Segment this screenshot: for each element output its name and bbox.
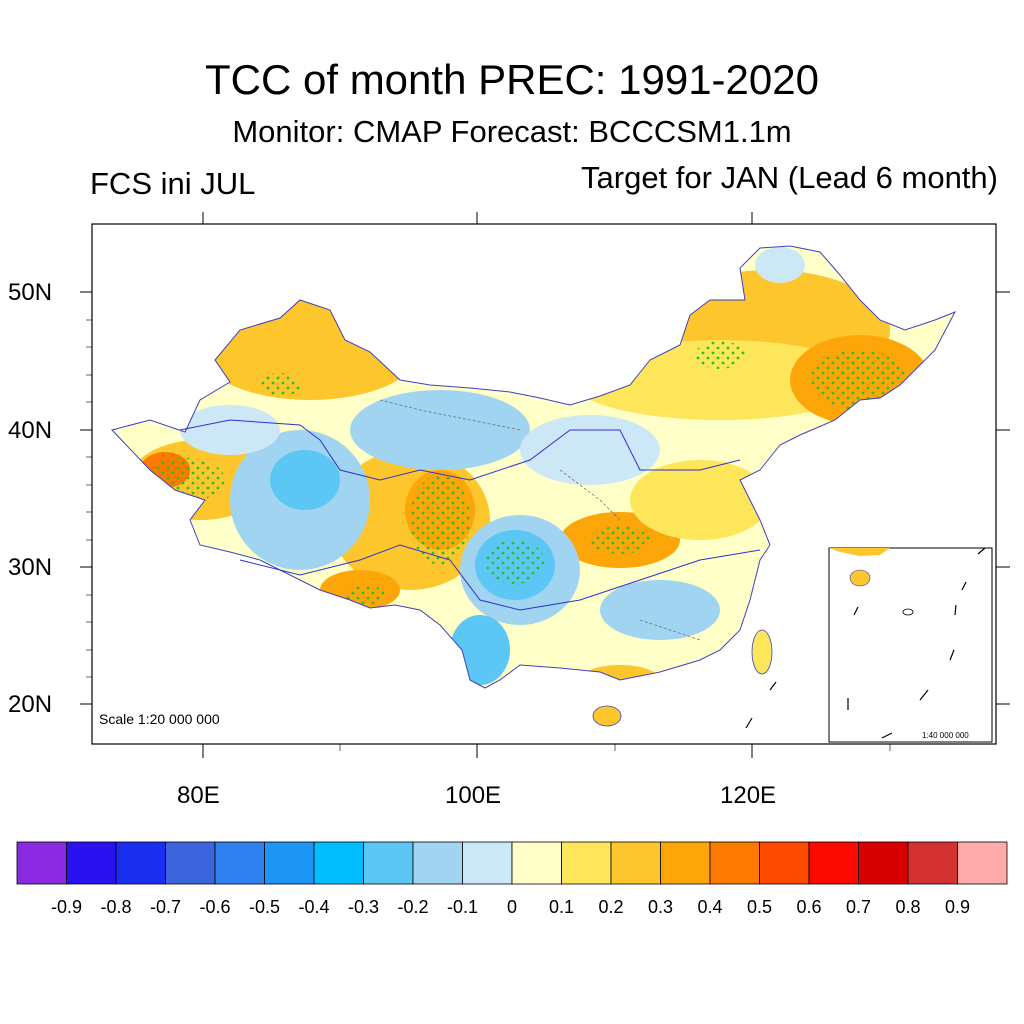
inset-coast <box>829 548 890 556</box>
colorbar-swatch <box>808 841 859 885</box>
inset-dashes <box>745 547 986 739</box>
colorbar-tick-label: -0.9 <box>50 897 83 917</box>
colorbar-swatch <box>610 841 661 885</box>
colorbar-swatch <box>214 841 265 885</box>
inset-scale-label: 1:40 000 000 <box>922 731 969 740</box>
colorbar-tick-label: 0.5 <box>746 897 773 917</box>
lat-label-50n: 50N <box>8 279 53 306</box>
river-yangtze <box>239 544 761 611</box>
china-outline <box>111 245 957 689</box>
hainan <box>592 705 622 727</box>
colorbar-swatch <box>412 841 463 885</box>
colorbar-tick-label: -0.1 <box>446 897 479 917</box>
colorbar-tick-label: 0.2 <box>598 897 624 917</box>
colorbar-swatch <box>511 841 562 885</box>
lat-label-30n: 30N <box>8 554 53 581</box>
colorbar-tick-label: 0 <box>506 897 517 917</box>
colorbar-tick-label: 0.1 <box>548 897 575 917</box>
colorbar-swatch <box>957 841 1008 885</box>
colorbar-swatch <box>264 841 315 885</box>
colorbar-swatch <box>858 841 909 885</box>
colorbar-swatch <box>759 841 810 885</box>
colorbar-swatch <box>363 841 414 885</box>
province-boundaries <box>379 399 701 641</box>
colorbar-tick-label: -0.4 <box>298 897 330 917</box>
colorbar-swatch <box>115 841 166 885</box>
colorbar-tick-label: -0.3 <box>347 897 380 917</box>
colorbar-swatch <box>165 841 216 885</box>
colorbar-tick-label: 0.9 <box>944 897 971 917</box>
colorbar-tick-label: 0.8 <box>895 897 921 917</box>
colorbar-tick-label: -0.8 <box>100 897 132 917</box>
lon-label-100e: 100E <box>445 782 502 809</box>
colorbar-tick-label: -0.6 <box>199 897 231 917</box>
colorbar-swatch <box>660 841 711 885</box>
lon-label-120e: 120E <box>720 782 777 809</box>
axis-ticks <box>80 212 1010 758</box>
inset-hainan <box>849 569 871 587</box>
colorbar-swatch <box>16 841 67 885</box>
lat-label-40n: 40N <box>8 417 53 444</box>
axis-minor-ticks <box>86 319 891 751</box>
chart-title: TCC of month PREC: 1991-2020 <box>205 56 819 103</box>
colorbar-swatch <box>66 841 117 885</box>
colorbar-tick-label: -0.5 <box>248 897 281 917</box>
colorbar-tick-label: 0.3 <box>647 897 674 917</box>
taiwan <box>751 629 773 675</box>
colorbar-tick-label: 0.7 <box>845 897 872 917</box>
colorbar-swatch <box>907 841 958 885</box>
colorbar-swatch <box>313 841 364 885</box>
colorbar-tick-label: -0.7 <box>149 897 182 917</box>
colorbar-swatch <box>462 841 513 885</box>
lon-label-80e: 80E <box>177 782 220 809</box>
lat-label-20n: 20N <box>8 691 53 718</box>
target-label: Target for JAN (Lead 6 month) <box>581 160 998 195</box>
river-yellow <box>179 419 741 481</box>
colorbar-tick-label: 0.4 <box>697 897 723 917</box>
init-label: FCS ini JUL <box>90 166 256 201</box>
colorbar-tick-label: 0.6 <box>796 897 822 917</box>
colorbar-swatch <box>561 841 612 885</box>
colorbar-swatch <box>709 841 760 885</box>
chart-subtitle: Monitor: CMAP Forecast: BCCCSM1.1m <box>232 114 792 149</box>
colorbar-tick-label: -0.2 <box>397 897 429 917</box>
scale-label: Scale 1:20 000 000 <box>99 711 220 727</box>
